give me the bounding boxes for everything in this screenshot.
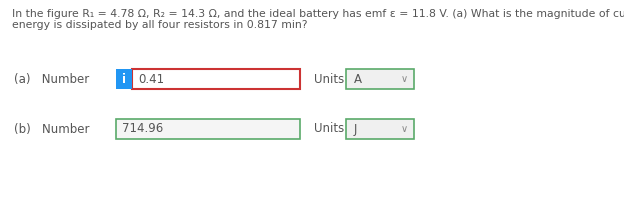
Text: 0.41: 0.41 (138, 73, 164, 85)
FancyBboxPatch shape (116, 69, 132, 89)
FancyBboxPatch shape (346, 69, 414, 89)
FancyBboxPatch shape (346, 119, 414, 139)
Text: ∨: ∨ (401, 124, 407, 134)
Text: 714.96: 714.96 (122, 123, 163, 136)
Text: A: A (354, 73, 362, 85)
Text: Units: Units (314, 73, 344, 85)
Text: (a)   Number: (a) Number (14, 73, 89, 85)
Text: i: i (122, 73, 126, 85)
Text: ∨: ∨ (401, 74, 407, 84)
Text: J: J (354, 123, 358, 136)
Text: In the figure R₁ = 4.78 Ω, R₂ = 14.3 Ω, and the ideal battery has emf ε = 11.8 V: In the figure R₁ = 4.78 Ω, R₂ = 14.3 Ω, … (12, 9, 624, 19)
FancyBboxPatch shape (116, 119, 300, 139)
Text: (b)   Number: (b) Number (14, 123, 89, 136)
Text: Units: Units (314, 123, 344, 136)
FancyBboxPatch shape (132, 69, 300, 89)
Text: energy is dissipated by all four resistors in 0.817 min?: energy is dissipated by all four resisto… (12, 20, 308, 30)
